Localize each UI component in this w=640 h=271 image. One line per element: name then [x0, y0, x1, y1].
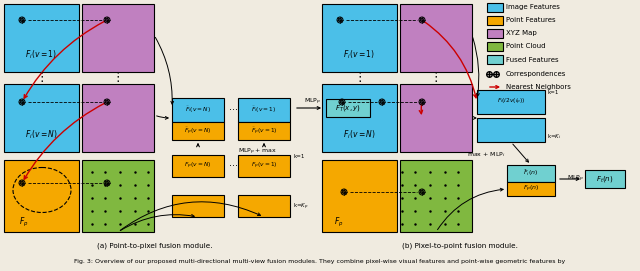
FancyBboxPatch shape [585, 170, 625, 188]
FancyBboxPatch shape [4, 84, 79, 152]
Text: $F_p(v=N)$: $F_p(v=N)$ [184, 161, 212, 171]
Text: $F_p(n)$: $F_p(n)$ [523, 184, 540, 194]
FancyBboxPatch shape [487, 42, 503, 51]
FancyBboxPatch shape [400, 160, 472, 232]
FancyBboxPatch shape [322, 84, 397, 152]
Text: Point Cloud: Point Cloud [506, 44, 545, 50]
Text: k=$K_i$: k=$K_i$ [547, 133, 561, 141]
FancyBboxPatch shape [172, 98, 224, 122]
Text: max + $\mathrm{MLP}_i$: max + $\mathrm{MLP}_i$ [467, 151, 506, 159]
FancyBboxPatch shape [477, 118, 545, 142]
Text: $F_i(i2v(i_p))$: $F_i(i2v(i_p))$ [497, 97, 525, 107]
Text: $\tilde{F}_i(v=1)$: $\tilde{F}_i(v=1)$ [252, 105, 276, 115]
FancyBboxPatch shape [238, 155, 290, 177]
FancyBboxPatch shape [477, 90, 545, 114]
Text: $F_i(v=1)$: $F_i(v=1)$ [26, 49, 58, 61]
Text: Fig. 3: Overview of our proposed multi-directional multi-view fusion modules. Th: Fig. 3: Overview of our proposed multi-d… [74, 259, 566, 263]
FancyBboxPatch shape [238, 122, 290, 140]
FancyBboxPatch shape [487, 29, 503, 38]
Text: ···: ··· [230, 105, 239, 115]
Text: $\mathrm{MLP}_p$: $\mathrm{MLP}_p$ [304, 97, 321, 107]
FancyBboxPatch shape [238, 98, 290, 122]
FancyBboxPatch shape [507, 165, 555, 182]
Text: $\tilde{F}_p(v=N)$: $\tilde{F}_p(v=N)$ [184, 125, 212, 137]
Text: ⋮: ⋮ [429, 72, 442, 85]
Text: Fused Features: Fused Features [506, 56, 559, 63]
Text: $F_p$: $F_p$ [334, 215, 344, 228]
FancyBboxPatch shape [322, 4, 397, 72]
Text: $F_t(n)$: $F_t(n)$ [596, 174, 614, 184]
Text: Image Features: Image Features [506, 5, 560, 11]
Text: ⋮: ⋮ [353, 72, 365, 85]
FancyBboxPatch shape [82, 160, 154, 232]
Text: ⋮: ⋮ [112, 72, 124, 85]
Text: ⋮: ⋮ [35, 72, 48, 85]
FancyBboxPatch shape [326, 99, 370, 117]
Text: (a) Point-to-pixel fusion module.: (a) Point-to-pixel fusion module. [97, 243, 212, 249]
Text: k=1: k=1 [547, 91, 558, 95]
Text: $F_p$: $F_p$ [19, 215, 29, 228]
FancyBboxPatch shape [322, 160, 397, 232]
FancyBboxPatch shape [82, 4, 154, 72]
Text: $\tilde{F}_p(v=1)$: $\tilde{F}_p(v=1)$ [251, 125, 277, 137]
Text: ···: ··· [230, 161, 239, 171]
Text: k=$K_p$: k=$K_p$ [293, 202, 308, 212]
FancyBboxPatch shape [487, 16, 503, 25]
FancyBboxPatch shape [172, 122, 224, 140]
FancyBboxPatch shape [172, 155, 224, 177]
FancyBboxPatch shape [82, 84, 154, 152]
FancyBboxPatch shape [487, 55, 503, 64]
FancyBboxPatch shape [238, 195, 290, 217]
FancyBboxPatch shape [172, 195, 224, 217]
FancyBboxPatch shape [487, 3, 503, 12]
Text: $F_i(v=N)$: $F_i(v=N)$ [25, 129, 58, 141]
Text: Point Features: Point Features [506, 18, 556, 24]
Text: XYZ Map: XYZ Map [506, 31, 537, 37]
FancyBboxPatch shape [4, 160, 79, 232]
Text: $\tilde{F}_i(v=N)$: $\tilde{F}_i(v=N)$ [185, 105, 211, 115]
Text: Nearest Neighbors: Nearest Neighbors [506, 84, 571, 90]
Text: $\mathrm{MLP}_p + \mathrm{max}$: $\mathrm{MLP}_p + \mathrm{max}$ [237, 147, 276, 157]
Text: k=1: k=1 [293, 154, 305, 160]
Text: Correspondences: Correspondences [506, 71, 566, 77]
Text: $\mathrm{MLP}_p$: $\mathrm{MLP}_p$ [567, 174, 584, 184]
Text: $\hat{F}_i(n)$: $\hat{F}_i(n)$ [524, 167, 539, 178]
FancyBboxPatch shape [400, 84, 472, 152]
FancyBboxPatch shape [400, 4, 472, 72]
Text: $F_i(v=N)$: $F_i(v=N)$ [343, 129, 376, 141]
Text: $F_T(x,y)$: $F_T(x,y)$ [335, 103, 361, 113]
FancyBboxPatch shape [4, 4, 79, 72]
FancyBboxPatch shape [507, 182, 555, 196]
Text: (b) Pixel-to-point fusion module.: (b) Pixel-to-point fusion module. [402, 243, 518, 249]
Text: $F_i(v=1)$: $F_i(v=1)$ [344, 49, 376, 61]
Text: $F_p(v=1)$: $F_p(v=1)$ [251, 161, 277, 171]
